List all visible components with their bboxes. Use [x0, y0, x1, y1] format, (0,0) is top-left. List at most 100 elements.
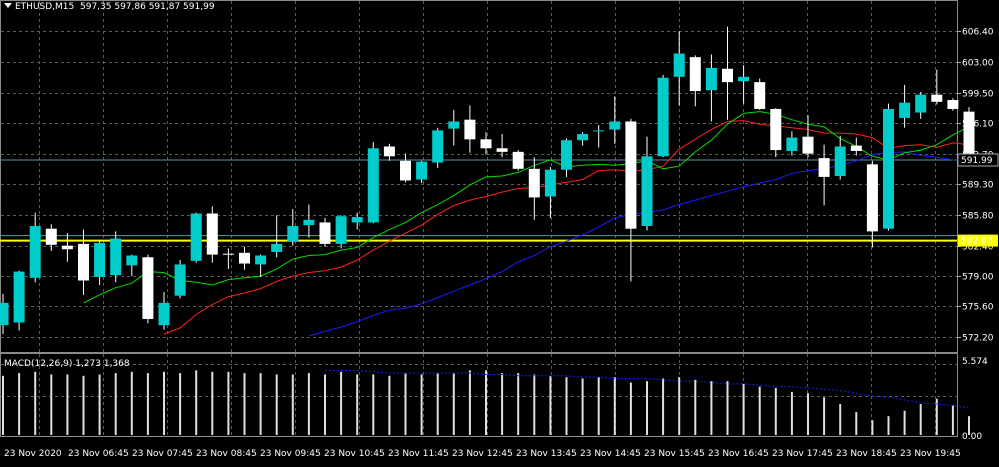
- bear-candle: [947, 100, 959, 109]
- bear-candle: [512, 151, 524, 169]
- bear-candle: [625, 121, 637, 229]
- bear-candle: [464, 119, 476, 140]
- ma-mid-line: [163, 120, 970, 335]
- price-tick-label: 603.00: [962, 59, 994, 69]
- bear-candle: [496, 148, 508, 152]
- macd-label: MACD(12,26,9) 1,273 1,368: [4, 359, 130, 369]
- chart-expand-icon[interactable]: [4, 3, 12, 8]
- level-price-label-box: [958, 234, 998, 247]
- current-price-label-box: [957, 153, 999, 167]
- bull-candle: [544, 169, 556, 197]
- macd-frame: [0, 353, 958, 437]
- bear-candle: [866, 164, 878, 232]
- bull-candle: [705, 67, 717, 91]
- bear-candle: [142, 257, 154, 319]
- bull-candle: [609, 121, 621, 130]
- macd-indicator: [2, 369, 970, 435]
- time-tick-label: 23 Nov 15:45: [644, 449, 705, 459]
- bull-candle: [432, 130, 444, 163]
- bull-candle: [834, 146, 846, 176]
- bear-candle: [400, 160, 411, 181]
- bull-candle: [899, 102, 911, 118]
- time-tick-label: 23 Nov 17:45: [772, 449, 833, 459]
- price-tick-label: 582.40: [962, 243, 994, 253]
- bear-candle: [689, 57, 701, 92]
- macd-signal-line: [325, 369, 970, 409]
- time-tick-label: 23 Nov 08:45: [196, 449, 257, 459]
- price-tick-label: 572.20: [962, 334, 994, 344]
- bear-candle: [206, 213, 218, 255]
- bull-candle: [287, 226, 299, 242]
- bear-candle: [770, 108, 782, 151]
- bear-candle: [850, 145, 862, 151]
- bull-candle: [593, 130, 605, 132]
- bull-candle: [174, 264, 186, 296]
- bear-candle: [818, 158, 830, 177]
- time-axis: 23 Nov 2020 23 Nov 06:45 23 Nov 07:45 23 No…: [4, 449, 961, 459]
- bear-candle: [802, 136, 814, 154]
- time-tick-label: 23 Nov 06:45: [68, 449, 129, 459]
- time-tick-label: 23 Nov 09:45: [260, 449, 321, 459]
- time-tick-label: 23 Nov 18:45: [836, 449, 897, 459]
- bull-candle: [190, 213, 202, 261]
- ma-fast-line: [83, 111, 970, 304]
- bull-candle: [883, 108, 894, 229]
- bull-candle: [738, 76, 750, 82]
- price-tick-label: 606.40: [962, 28, 994, 38]
- bull-candle: [335, 216, 347, 244]
- bull-candle: [657, 77, 669, 157]
- symbol-header: ETHUSD,M15 597,35 597,86 591,87 591,99: [4, 2, 215, 12]
- bear-candle: [754, 82, 766, 109]
- bear-candle: [722, 68, 733, 83]
- bull-candle: [255, 255, 267, 265]
- bear-candle: [383, 146, 395, 157]
- bear-candle: [222, 253, 234, 255]
- time-tick-label: 23 Nov 13:45: [516, 449, 577, 459]
- grid: [0, 0, 958, 437]
- bull-candle: [94, 242, 106, 277]
- bull-candle: [367, 148, 379, 223]
- symbol-label: ETHUSD,M15: [15, 2, 75, 12]
- time-tick-label: 23 Nov 10:45: [324, 449, 385, 459]
- level-price-label: 582.97: [961, 237, 993, 247]
- bull-candle: [786, 137, 798, 151]
- price-tick-label: 596.10: [962, 120, 994, 130]
- ma-slow-line: [308, 151, 970, 337]
- time-tick-label: 23 Nov 19:45: [900, 449, 961, 459]
- candles[interactable]: [0, 26, 975, 335]
- bull-candle: [13, 271, 25, 323]
- bull-candle: [416, 161, 428, 180]
- bear-candle: [239, 252, 250, 264]
- price-tick-label: 599.50: [962, 90, 994, 100]
- bull-candle: [29, 226, 41, 278]
- bear-candle: [45, 228, 57, 245]
- moving-averages: [83, 111, 970, 337]
- bear-candle: [480, 139, 492, 149]
- current-price-label: 591.99: [961, 156, 993, 166]
- macd-axis-bottom: 0.00: [962, 432, 983, 442]
- bear-candle: [528, 168, 540, 198]
- price-axis: 606.40603.00599.50596.10592.70589.30585.…: [957, 28, 999, 344]
- macd-axis-top: 5.574: [962, 357, 988, 367]
- time-tick-label: 23 Nov 12:45: [452, 449, 513, 459]
- bull-candle: [915, 94, 927, 113]
- bull-candle: [0, 302, 9, 326]
- bull-candle: [303, 219, 315, 226]
- time-tick-label: 23 Nov 11:45: [388, 449, 449, 459]
- time-tick-label: 23 Nov 2020: [4, 449, 62, 459]
- price-tick-label: 585.80: [962, 212, 994, 222]
- time-tick-label: 23 Nov 16:45: [708, 449, 769, 459]
- bull-candle: [673, 53, 685, 77]
- bear-candle: [319, 222, 331, 244]
- bear-candle: [61, 245, 73, 250]
- bull-candle: [126, 255, 138, 266]
- time-tick-label: 23 Nov 14:45: [580, 449, 641, 459]
- bull-candle: [577, 133, 589, 141]
- bear-candle: [963, 111, 975, 161]
- price-levels: [0, 159, 957, 242]
- price-frame: [0, 0, 958, 353]
- price-tick-label: 589.30: [962, 181, 994, 191]
- time-tick-label: 23 Nov 07:45: [132, 449, 193, 459]
